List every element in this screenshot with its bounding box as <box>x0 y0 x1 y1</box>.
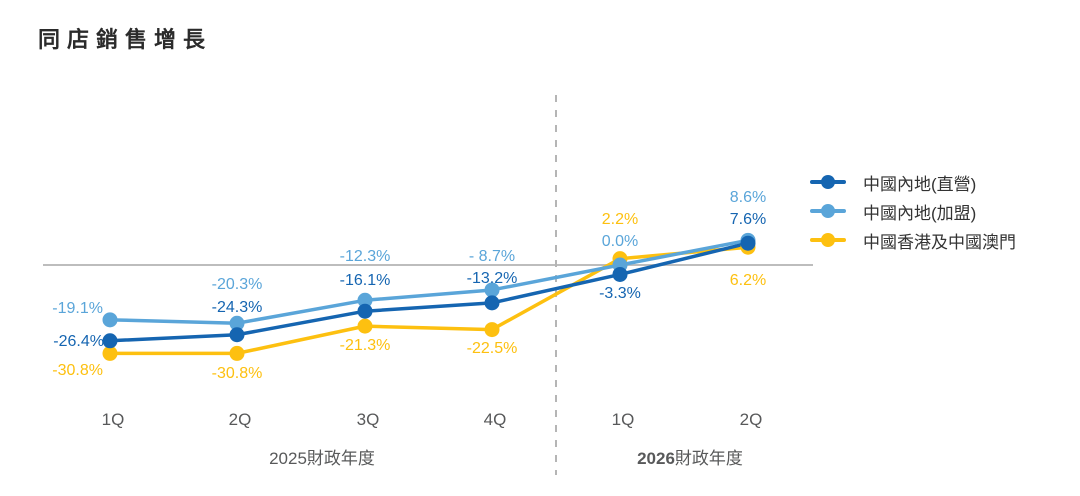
data-point-label: -22.5% <box>467 340 518 357</box>
data-point <box>102 333 118 349</box>
x-axis-quarter-label: 1Q <box>102 410 125 429</box>
data-point-label: 7.6% <box>730 211 766 228</box>
legend-item-label: 中國內地(加盟) <box>863 203 977 223</box>
data-point-label: 2.2% <box>602 211 638 228</box>
data-point-label: -12.3% <box>340 248 391 265</box>
data-point <box>357 318 373 334</box>
data-point-label: -24.3% <box>212 299 263 316</box>
data-point <box>740 235 756 251</box>
legend-item-hk-macau: 中國香港及中國澳門 <box>810 230 1016 252</box>
data-point-label: -26.4% <box>53 333 104 350</box>
data-point-label: -16.1% <box>340 272 391 289</box>
data-point <box>357 303 373 319</box>
data-point <box>612 266 628 282</box>
series-line <box>108 238 750 326</box>
x-axis-quarter-label: 4Q <box>484 410 507 429</box>
fiscal-year-label: 2025財政年度 <box>269 449 375 468</box>
x-axis-quarter-label: 2Q <box>229 410 252 429</box>
data-point <box>357 292 373 308</box>
chart-title: 同店銷售增長 <box>38 27 213 52</box>
legend-item-label: 中國內地(直營) <box>863 174 977 194</box>
data-point <box>484 282 500 298</box>
data-point <box>229 327 245 343</box>
data-point-label: -30.8% <box>52 362 103 379</box>
data-point-label: 6.2% <box>730 272 766 289</box>
x-axis-quarter-label: 1Q <box>612 410 635 429</box>
data-point-label: -21.3% <box>340 337 391 354</box>
legend-item-mainland-franchise: 中國內地(加盟) <box>810 201 1016 223</box>
legend-item-label: 中國香港及中國澳門 <box>863 232 1016 252</box>
data-point <box>102 312 118 328</box>
data-point-label: - 8.7% <box>469 248 515 265</box>
x-axis-quarter-label: 3Q <box>357 410 380 429</box>
data-point-label: -20.3% <box>212 276 263 293</box>
data-point-label: 0.0% <box>602 233 638 250</box>
data-point-label: 8.6% <box>730 189 766 206</box>
legend-marker-line-dot-icon <box>810 233 846 247</box>
data-point-label: -3.3% <box>599 285 641 302</box>
data-point <box>484 295 500 311</box>
data-point <box>229 345 245 361</box>
x-axis-quarter-label: 2Q <box>740 410 763 429</box>
legend-marker-line-dot-icon <box>810 204 846 218</box>
data-point-label: -19.1% <box>52 300 103 317</box>
data-point-label: -30.8% <box>212 365 263 382</box>
legend-marker-line-dot-icon <box>810 175 846 189</box>
data-point <box>102 345 118 361</box>
data-point <box>229 315 245 331</box>
data-point-label: -13.2% <box>467 270 518 287</box>
chart-legend: 中國內地(直營) 中國內地(加盟) 中國香港及中國澳門 <box>810 172 1016 252</box>
data-point <box>484 322 500 338</box>
series-line <box>108 241 750 343</box>
fiscal-year-label: 2026財政年度 <box>637 449 743 468</box>
series-line <box>108 245 750 356</box>
legend-item-mainland-direct: 中國內地(直營) <box>810 172 1016 194</box>
